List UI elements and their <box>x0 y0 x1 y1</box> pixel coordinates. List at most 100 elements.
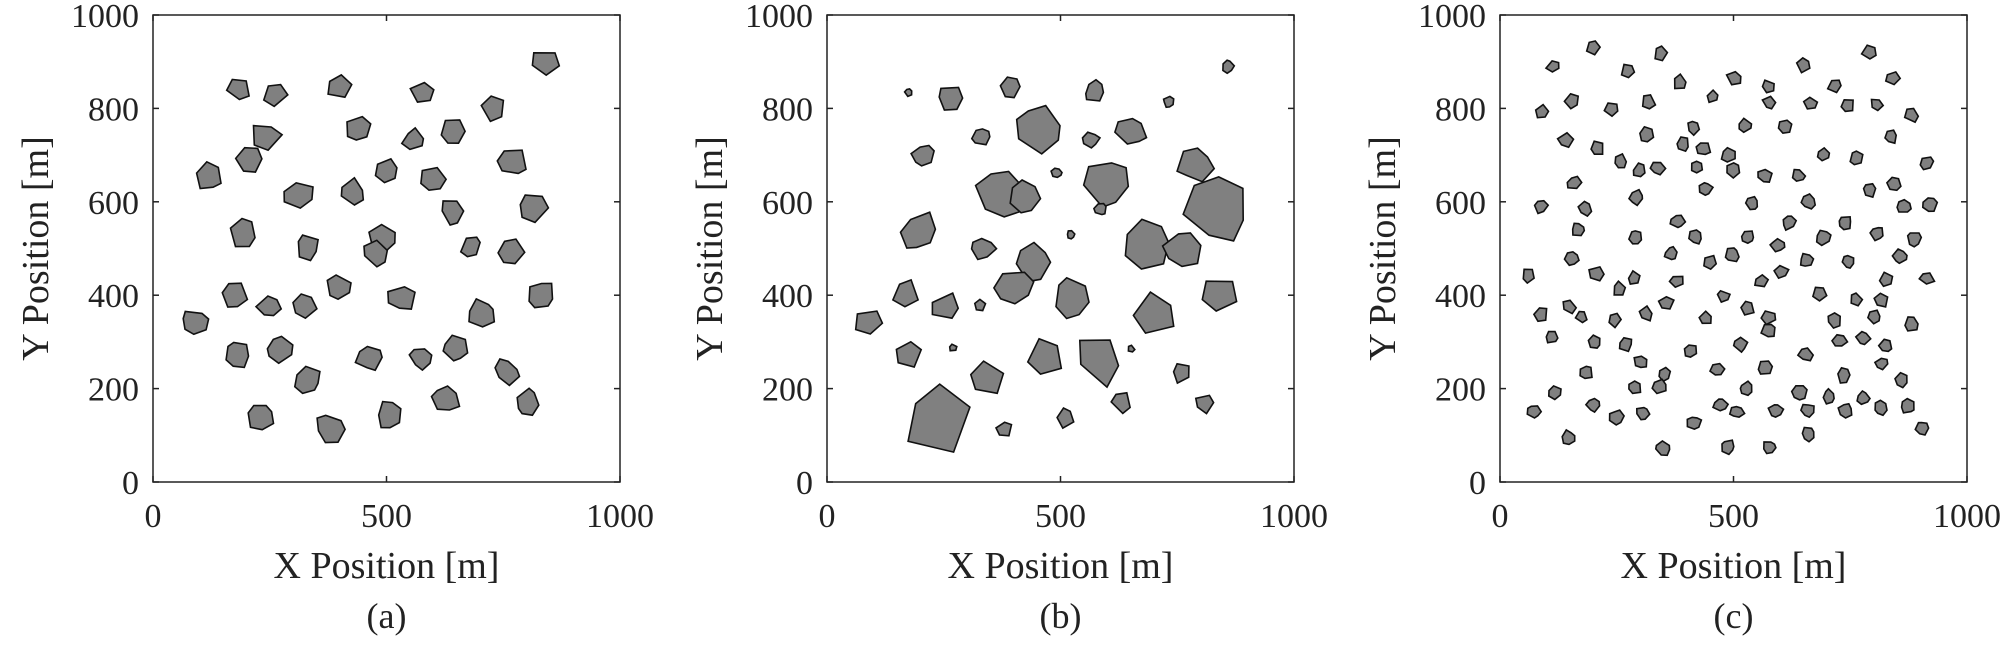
y-tick-label: 600 <box>88 185 139 222</box>
obstacle <box>1110 391 1131 415</box>
obstacle <box>1802 96 1819 110</box>
obstacle <box>1695 142 1712 156</box>
obstacle <box>1584 397 1601 414</box>
obstacle <box>442 334 469 362</box>
obstacle <box>1563 251 1580 267</box>
obstacle <box>1744 195 1759 211</box>
obstacle <box>409 81 435 103</box>
obstacle <box>1687 120 1701 137</box>
obstacle <box>1522 268 1535 285</box>
obstacle <box>1740 300 1755 316</box>
obstacle <box>1873 357 1889 371</box>
obstacle <box>1721 439 1735 456</box>
obstacle <box>316 414 346 444</box>
panel-label: (b) <box>1040 596 1082 636</box>
obstacle <box>531 51 561 77</box>
obstacle <box>1566 175 1583 190</box>
obstacle <box>1904 316 1919 332</box>
obstacle <box>1545 330 1559 344</box>
obstacle <box>1577 200 1593 218</box>
obstacle <box>1084 78 1105 102</box>
x-tick-label: 1000 <box>586 498 654 535</box>
obstacle <box>1698 181 1715 197</box>
obstacle <box>1850 292 1864 307</box>
obstacle <box>1590 140 1604 155</box>
obstacle <box>994 421 1013 437</box>
obstacle <box>1690 160 1704 174</box>
obstacle <box>1608 312 1623 329</box>
obstacle <box>1860 44 1877 60</box>
obstacle <box>1182 176 1245 242</box>
obstacle <box>938 86 964 111</box>
obstacle <box>1132 291 1175 335</box>
obstacle <box>1900 397 1915 414</box>
obstacle <box>254 295 283 317</box>
obstacle <box>1082 162 1130 209</box>
obstacle <box>992 271 1035 305</box>
obstacle <box>1571 222 1586 237</box>
obstacle <box>1050 167 1063 179</box>
y-tick-label: 800 <box>762 91 813 128</box>
obstacle <box>1628 380 1642 395</box>
obstacle <box>408 348 433 372</box>
obstacle <box>1574 310 1588 324</box>
obstacle <box>1801 426 1815 443</box>
obstacle <box>970 128 991 146</box>
obstacle <box>999 76 1021 99</box>
obstacle <box>1668 275 1684 289</box>
y-tick-label: 400 <box>1435 278 1486 315</box>
obstacle <box>1837 366 1851 384</box>
obstacle <box>1603 102 1619 118</box>
obstacle <box>1757 168 1773 183</box>
obstacle <box>292 293 318 320</box>
obstacle <box>1533 199 1550 215</box>
obstacle <box>1015 104 1061 155</box>
obstacle <box>1009 179 1042 214</box>
obstacle <box>1918 272 1936 285</box>
obstacle <box>1761 79 1775 94</box>
obstacle <box>1632 162 1646 178</box>
obstacle <box>1740 230 1755 245</box>
obstacle <box>1627 269 1641 285</box>
obstacle <box>1790 384 1808 401</box>
obstacle <box>1544 59 1560 73</box>
obstacle <box>1635 406 1651 421</box>
obstacle <box>1686 416 1703 430</box>
y-tick-label: 600 <box>1435 185 1486 222</box>
obstacle <box>1698 310 1712 325</box>
obstacle <box>1055 276 1090 320</box>
obstacle <box>1757 360 1774 375</box>
obstacle <box>441 200 465 226</box>
obstacle <box>496 149 527 175</box>
obstacle <box>326 274 352 301</box>
obstacle <box>1773 264 1790 280</box>
y-tick-label: 1000 <box>71 0 139 35</box>
obstacle <box>528 282 554 309</box>
obstacle <box>1906 232 1923 248</box>
obstacle <box>1849 150 1864 166</box>
x-axis-label: X Position [m] <box>274 545 500 587</box>
obstacle <box>1613 280 1627 296</box>
obstacle <box>1725 70 1742 86</box>
obstacle <box>1837 402 1853 419</box>
obstacle <box>182 310 210 336</box>
obstacle <box>387 285 416 310</box>
obstacle <box>225 78 251 101</box>
obstacle <box>1162 95 1175 109</box>
obstacle <box>252 124 284 152</box>
x-tick-label: 1000 <box>1260 498 1328 535</box>
obstacle <box>1706 88 1719 104</box>
obstacle <box>903 88 913 98</box>
obstacle <box>1866 309 1881 325</box>
obstacle <box>1056 406 1075 430</box>
obstacle <box>1627 230 1643 245</box>
chart-panel-1: 0 500 1000 0 200 400 600 800 1000 X Position [m] Y… <box>15 0 654 636</box>
obstacle <box>262 83 289 108</box>
obstacle <box>1620 63 1636 79</box>
obstacle <box>1739 380 1753 397</box>
obstacle <box>1896 198 1912 213</box>
obstacle <box>1194 394 1215 415</box>
obstacle <box>1161 232 1202 268</box>
obstacle <box>1172 362 1190 385</box>
obstacle <box>1762 441 1777 455</box>
